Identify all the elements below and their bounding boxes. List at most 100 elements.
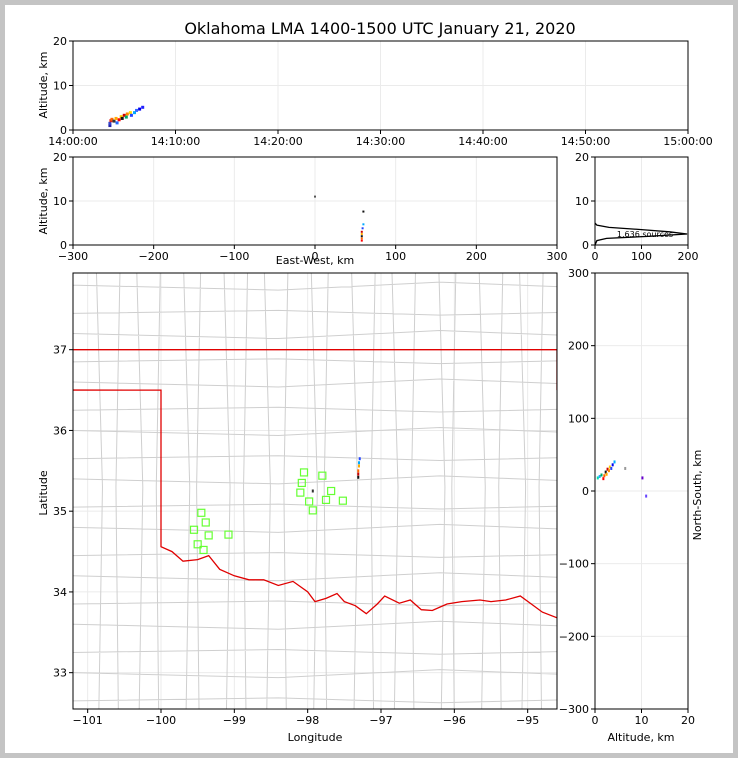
- lightning-source: [133, 111, 136, 115]
- histogram-profile: [594, 222, 688, 246]
- ew-height-ylabel: Altitude, km: [37, 167, 50, 234]
- lightning-source: [108, 124, 112, 128]
- oklahoma-state-border: [73, 349, 557, 619]
- x-tick-label: 0: [592, 714, 599, 727]
- x-tick-label: 0: [592, 250, 599, 263]
- time-height-grid: [72, 40, 689, 131]
- lma-station-marker: [193, 540, 202, 549]
- lightning-source: [608, 465, 611, 469]
- figure-frame: Oklahoma LMA 1400-1500 UTC January 21, 2…: [5, 5, 733, 753]
- x-tick-label: −98: [296, 714, 319, 727]
- lightning-source: [596, 476, 599, 480]
- lightning-source: [604, 470, 607, 474]
- lightning-source: [119, 115, 123, 119]
- lma-station-marker: [321, 495, 331, 504]
- lma-station-marker: [299, 468, 309, 477]
- lma-station-marker: [327, 486, 336, 496]
- plan-view-map: [73, 273, 557, 709]
- ns-height-x-ticks: 0 10 20: [592, 709, 695, 727]
- lightning-source: [125, 112, 129, 116]
- lightning-source: [117, 118, 121, 122]
- y-tick-label: 0: [60, 239, 67, 252]
- lightning-source: [358, 464, 360, 468]
- lightning-source: [613, 460, 616, 464]
- x-tick-label: 15:00:00: [663, 135, 712, 148]
- lightning-source: [112, 119, 116, 123]
- y-tick-label: 10: [575, 195, 589, 208]
- ew-height-sources: [314, 195, 365, 242]
- x-tick-label: −300: [58, 250, 88, 263]
- ns-height-ylabel: North-South, km: [691, 450, 704, 541]
- y-tick-label: 33: [53, 667, 67, 680]
- lightning-source: [605, 472, 608, 476]
- lma-stations: [189, 468, 347, 555]
- ns-height-y-ticks: −300 −200 −100 0 100 200 300: [559, 267, 595, 716]
- lightning-source: [115, 121, 119, 125]
- y-tick-label: 0: [582, 485, 589, 498]
- lightning-source: [602, 477, 605, 481]
- plan-view-y-ticks: 33 34 35 36 37: [53, 344, 73, 680]
- y-tick-label: 10: [53, 80, 67, 93]
- lightning-source: [360, 230, 363, 233]
- altitude-histogram-panel: 0 100 200 0 10 20 1,636 sources: [575, 151, 699, 263]
- lightning-source: [360, 237, 363, 240]
- figure-title: Oklahoma LMA 1400-1500 UTC January 21, 2…: [184, 19, 575, 38]
- y-tick-label: −200: [559, 630, 589, 643]
- county-boundaries: [73, 273, 557, 709]
- time-height-ylabel: Altitude, km: [37, 51, 50, 118]
- lightning-source: [360, 235, 363, 238]
- lightning-source: [624, 466, 627, 470]
- time-height-panel: 14:00:00 14:10:00 14:20:00 14:30:00 14:40:00…: [37, 35, 713, 148]
- lma-station-marker: [297, 478, 306, 488]
- lightning-source: [361, 227, 364, 230]
- lightning-source: [122, 113, 126, 117]
- x-tick-label: 14:20:00: [253, 135, 302, 148]
- x-tick-label: 100: [631, 250, 652, 263]
- ew-height-y-ticks: 0 10 20: [53, 151, 73, 252]
- y-tick-label: 300: [568, 267, 589, 280]
- y-tick-label: 10: [53, 195, 67, 208]
- lightning-source: [610, 466, 613, 470]
- plan-view-panel: −101 −100 −99 −98 −97 −96 −95 33 34 35 36 37 Latit…: [37, 272, 558, 744]
- x-tick-label: 200: [466, 250, 487, 263]
- y-tick-label: 34: [53, 586, 67, 599]
- ew-height-panel: −300 −200 −100 0 100 200 300 0 10 20 Altitude, k…: [37, 151, 568, 267]
- lma-station-marker: [338, 496, 347, 505]
- lma-station-marker: [197, 508, 206, 517]
- y-tick-label: 36: [53, 424, 67, 437]
- ns-height-grid: [594, 272, 689, 710]
- lma-station-marker: [204, 531, 213, 540]
- lma-station-marker: [201, 518, 210, 527]
- lightning-source: [362, 223, 365, 226]
- lma-station-marker: [308, 506, 317, 515]
- lightning-source: [606, 467, 609, 471]
- lightning-source: [358, 461, 360, 465]
- x-tick-label: −96: [443, 714, 466, 727]
- y-tick-label: 100: [568, 412, 589, 425]
- time-height-x-ticks: 14:00:00 14:10:00 14:20:00 14:30:00 14:40:00…: [48, 130, 713, 148]
- lightning-source: [120, 116, 124, 120]
- lightning-source: [603, 474, 606, 478]
- lma-station-marker: [296, 488, 305, 497]
- lightning-source: [360, 239, 363, 242]
- lightning-source: [141, 105, 145, 109]
- lightning-source: [357, 475, 360, 479]
- x-tick-label: −99: [223, 714, 246, 727]
- lightning-source: [358, 457, 361, 461]
- ns-height-sources: [596, 460, 648, 498]
- x-tick-label: 10: [635, 714, 649, 727]
- x-tick-label: −101: [73, 714, 103, 727]
- x-tick-label: −97: [369, 714, 392, 727]
- y-tick-label: 0: [582, 239, 589, 252]
- ns-height-panel: 0 10 20 −300 −200 −100 0 100 200 300 North-South…: [559, 267, 704, 744]
- lightning-source: [129, 113, 133, 117]
- y-tick-label: 20: [53, 35, 67, 48]
- time-height-sources: [108, 105, 145, 128]
- ew-height-xlabel: East-West, km: [276, 254, 354, 267]
- lma-figure: Oklahoma LMA 1400-1500 UTC January 21, 2…: [37, 19, 713, 744]
- y-tick-label: 20: [575, 151, 589, 164]
- lightning-source: [598, 474, 601, 478]
- histogram-source-count: 1,636 sources: [617, 230, 673, 239]
- x-tick-label: −100: [146, 714, 176, 727]
- y-tick-label: 20: [53, 151, 67, 164]
